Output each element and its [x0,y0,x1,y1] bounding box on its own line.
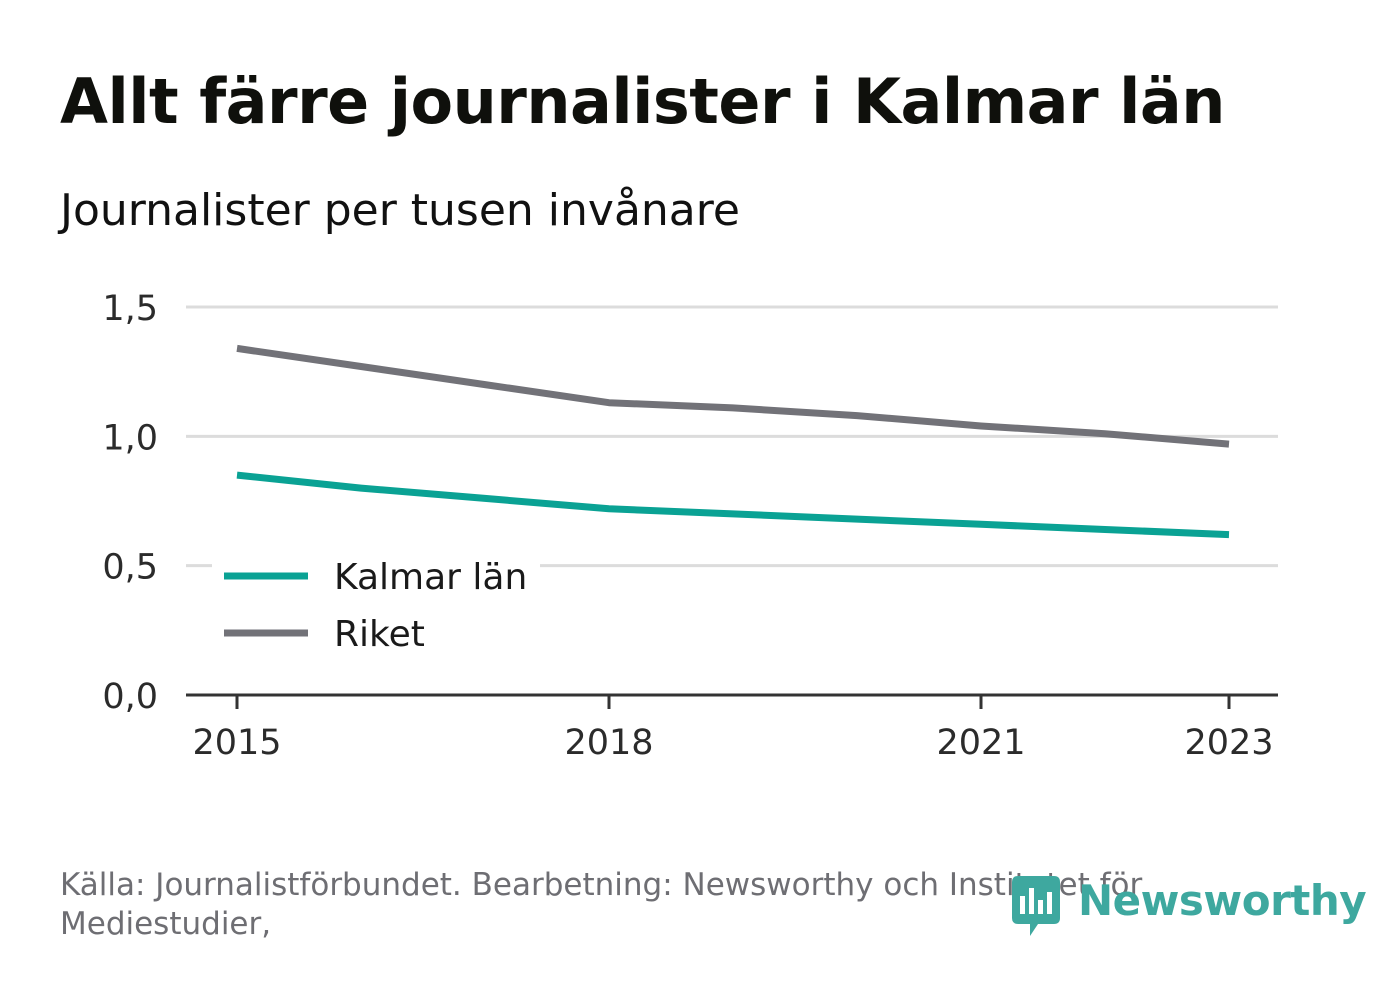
y-tick-label: 1,0 [102,418,158,458]
newsworthy-logo-text: Newsworthy [1078,876,1367,925]
legend-background [212,548,540,662]
legend: Kalmar län Riket [212,548,540,662]
y-tick-label: 0,0 [102,677,158,717]
y-tick-label: 0,5 [102,548,158,588]
x-tick-label: 2023 [1184,723,1273,763]
newsworthy-logo: Newsworthy [1010,874,1367,944]
source-note: Källa: Journalistförbundet. Bearbetning:… [60,867,1143,942]
y-tick-label: 1,5 [102,289,158,329]
x-tick-label: 2018 [564,723,653,763]
y-tick-labels: 0,0 0,5 1,0 1,5 [102,289,158,717]
legend-label: Riket [334,614,425,655]
chart-title: Allt färre journalister i Kalmar län [60,65,1225,138]
series-line-2 [236,344,1230,448]
x-tick-labels: 2015 2018 2021 2023 [192,723,1273,763]
x-tick-label: 2015 [192,723,281,763]
newsworthy-logo-icon [1012,876,1060,936]
series-lines [236,344,1230,539]
x-tick-label: 2021 [936,723,1025,763]
chart-subtitle: Journalister per tusen invånare [60,185,740,236]
x-axis [186,693,1278,709]
series-line-1 [236,471,1230,539]
legend-label: Kalmar län [334,557,527,598]
